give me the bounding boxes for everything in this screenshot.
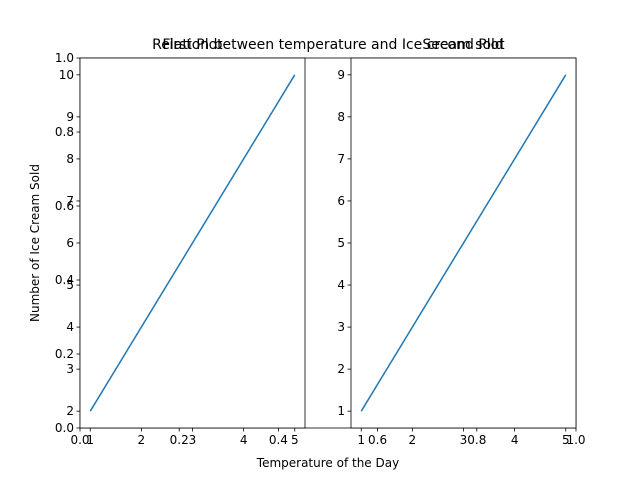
subplot-first-x-tick-label: 4: [240, 433, 248, 447]
y-axis-label: Number of Ice Cream Sold: [28, 164, 42, 322]
background-y-tick-label: 1.0: [55, 51, 74, 65]
subplot-first-x-tick-label: 2: [138, 433, 146, 447]
subplot-first-y-tick-label: 5: [66, 278, 74, 292]
background-y-ticks: 0.0 0.2 0.4 0.6 0.8 1.0: [55, 51, 80, 435]
subplot-first-y-tick-label: 2: [66, 404, 74, 418]
subplot-second-x-tick-label: 4: [511, 433, 519, 447]
subplot-second-y-tick-label: 2: [337, 362, 345, 376]
subplot-second-y-tick-label: 6: [337, 194, 345, 208]
subplot-first-title: First Plot: [162, 37, 223, 53]
subplot-first-y-tick-label: 3: [66, 362, 74, 376]
subplot-second-x-tick-label: 1: [357, 433, 365, 447]
subplot-second-x-tick-label: 5: [562, 433, 570, 447]
subplot-second-y-tick-label: 8: [337, 110, 345, 124]
subplot-second-y-tick-label: 5: [337, 236, 345, 250]
background-x-tick-label: 0.0: [70, 433, 89, 447]
subplot-first-y-tick-label: 7: [66, 194, 74, 208]
background-y-tick-label: 0.2: [55, 347, 74, 361]
subplot-second-title: Second Plot: [422, 37, 505, 53]
background-y-tick-label: 0.8: [55, 125, 74, 139]
subplot-first-y-tick-label: 8: [66, 152, 74, 166]
subplot-first-y-tick-label: 4: [66, 320, 74, 334]
subplot-second-series-line: [360, 74, 567, 412]
background-y-tick-label: 0.0: [55, 421, 74, 435]
subplot-first-series-line: [89, 74, 296, 412]
background-x-tick-label: 0.4: [269, 433, 288, 447]
subplot-first-x-tick-label: 5: [291, 433, 299, 447]
subplot-first-y-tick-label: 9: [66, 110, 74, 124]
background-y-tick-label: 0.6: [55, 199, 74, 213]
subplot-first-x-tick-label: 1: [86, 433, 94, 447]
background-axes: 0.0 0.2 0.4 0.6 0.8 1.0 0.0 0.2 0.4 0.6 0.8 1.0 Re…: [28, 37, 586, 470]
background-x-tick-label: 0.2: [170, 433, 189, 447]
subplot-second-y-tick-label: 3: [337, 320, 345, 334]
subplot-second-y-tick-label: 9: [337, 68, 345, 82]
subplot-first: 1 2 3 4 5 2 3 4 5 6 7 8 9 10 First Plot: [59, 37, 306, 447]
background-x-tick-label: 1.0: [566, 433, 585, 447]
subplot-first-y-tick-label: 10: [59, 68, 74, 82]
background-x-tick-label: 0.8: [467, 433, 486, 447]
subplot-first-ticks: 1 2 3 4 5 2 3 4 5 6 7 8 9 10: [59, 68, 299, 447]
subplot-second-ticks: 1 2 3 4 5 1 2 3 4 5 6 7 8 9: [337, 68, 569, 447]
subplot-second-x-tick-label: 3: [460, 433, 468, 447]
subplot-second-y-tick-label: 7: [337, 152, 345, 166]
subplot-second-y-tick-label: 4: [337, 278, 345, 292]
background-title: Relation between temperature and Ice cre…: [152, 37, 504, 53]
subplot-second-x-tick-label: 2: [409, 433, 417, 447]
background-y-tick-label: 0.4: [55, 273, 74, 287]
subplot-first-x-tick-label: 3: [189, 433, 197, 447]
background-x-ticks: 0.0 0.2 0.4 0.6 0.8 1.0: [70, 428, 586, 447]
subplot-first-y-tick-label: 6: [66, 236, 74, 250]
subplot-second-y-tick-label: 1: [337, 404, 345, 418]
x-axis-label: Temperature of the Day: [256, 456, 399, 470]
subplot-second: 1 2 3 4 5 1 2 3 4 5 6 7 8 9 Second Plot: [337, 37, 577, 447]
background-x-tick-label: 0.6: [368, 433, 387, 447]
